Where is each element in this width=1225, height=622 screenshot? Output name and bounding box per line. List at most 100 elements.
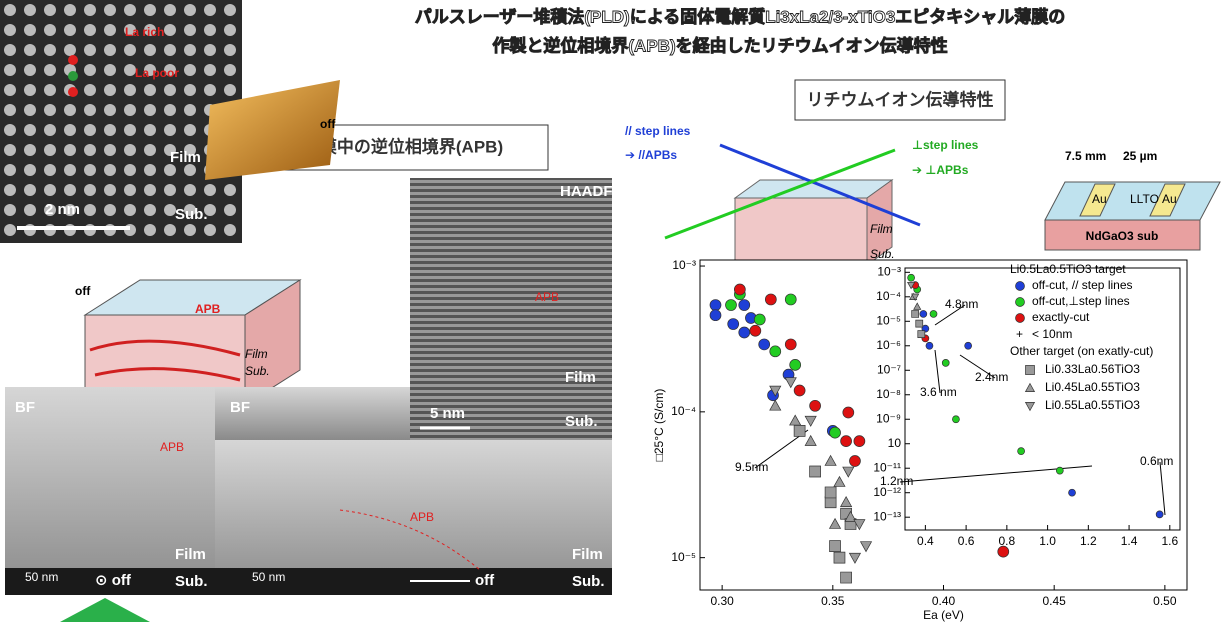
point	[830, 427, 841, 438]
arrow	[60, 598, 150, 622]
legend-label: Li0.55La0.55TiO3	[1045, 398, 1140, 412]
label: Au	[1092, 192, 1107, 206]
label: Sub.	[245, 364, 270, 378]
point	[1069, 489, 1076, 496]
legend-symbol: +	[1016, 327, 1023, 341]
label: NdGaO3 sub	[1086, 229, 1159, 243]
legend-title: Li0.5La0.5TiO3 target	[1010, 262, 1126, 276]
label: // step lines	[625, 124, 691, 138]
x-tick-label: 0.30	[710, 594, 734, 608]
label: Film	[565, 369, 596, 386]
label: Film	[175, 546, 206, 563]
figure: パルスレーザー堆積法(PLD)による固体電解質Li3xLa2/3-xTiO3エピ…	[0, 0, 1225, 622]
point	[952, 416, 959, 423]
point	[942, 359, 949, 366]
label: リチウムイオン伝導特性	[807, 89, 994, 109]
point	[926, 342, 933, 349]
y-tick-label: 10⁻⁷	[877, 362, 901, 376]
point	[785, 339, 796, 350]
y-tick-label: 10⁻⁴	[876, 289, 901, 303]
point	[908, 274, 915, 281]
label: ⊥step lines	[912, 138, 979, 152]
label: Sub.	[175, 206, 208, 223]
y-tick-label: 10⁻⁵	[876, 313, 901, 327]
label: BF	[15, 399, 35, 416]
annotation: 0.6nm	[1140, 454, 1173, 468]
point	[765, 294, 776, 305]
label: 50 nm	[252, 570, 285, 584]
point	[734, 284, 745, 295]
x-tick-label: 1.0	[1039, 534, 1056, 548]
y-tick-label: 10⁻¹³	[873, 509, 901, 523]
label: Sub.	[565, 413, 598, 430]
x-tick-label: 1.4	[1121, 534, 1138, 548]
point	[785, 294, 796, 305]
point	[754, 314, 765, 325]
point	[1156, 511, 1163, 518]
x-tick-label: 1.2	[1080, 534, 1097, 548]
legend-marker	[1016, 298, 1025, 307]
label: APB	[410, 510, 434, 524]
legend-label: exactly-cut	[1032, 310, 1090, 324]
point	[854, 436, 865, 447]
label: ➔ //APBs	[625, 148, 677, 162]
annotation: 2.4nm	[975, 370, 1008, 384]
point	[912, 310, 919, 317]
title-line1: パルスレーザー堆積法(PLD)による固体電解質Li3xLa2/3-xTiO3エピ…	[415, 6, 1066, 26]
legend-label: Li0.45La0.55TiO3	[1045, 380, 1140, 394]
legend-label: Li0.33La0.56TiO3	[1045, 362, 1140, 376]
legend-label: < 10nm	[1032, 327, 1072, 341]
label: ⊙ off	[95, 572, 132, 589]
label: ➔ ⊥APBs	[912, 163, 969, 177]
atom	[68, 71, 78, 81]
point	[794, 425, 805, 436]
x-tick-label: 0.45	[1043, 594, 1067, 608]
x-axis-label: Ea (eV)	[923, 608, 964, 622]
label: 5 nm	[430, 405, 465, 422]
label: La rich	[125, 25, 164, 39]
point	[1018, 448, 1025, 455]
label: BF	[230, 399, 250, 416]
point	[830, 541, 841, 552]
y-tick-label: 10⁻⁵	[671, 550, 696, 564]
point	[916, 320, 923, 327]
label: Sub.	[870, 247, 895, 261]
label: 7.5 mm	[1065, 149, 1106, 163]
bf-image	[5, 387, 215, 595]
point	[841, 572, 852, 583]
point	[739, 327, 750, 338]
label: off	[475, 572, 495, 589]
x-tick-label: 0.50	[1153, 594, 1177, 608]
label: 50 nm	[25, 570, 58, 584]
annotation: 4.8nm	[945, 297, 978, 311]
y-tick-label: 10⁻⁴	[671, 404, 696, 418]
point	[710, 310, 721, 321]
point	[790, 359, 801, 370]
label: Film	[870, 222, 893, 236]
label: La poor	[135, 66, 179, 80]
x-tick-label: 0.35	[821, 594, 845, 608]
point	[841, 436, 852, 447]
label: 25 µm	[1123, 149, 1157, 163]
point	[1056, 467, 1063, 474]
point	[710, 300, 721, 311]
legend-label: off-cut, // step lines	[1032, 278, 1133, 292]
y-tick-label: 10⁻³	[877, 264, 901, 278]
point	[725, 300, 736, 311]
haadf-image	[410, 178, 612, 440]
point	[834, 552, 845, 563]
title-line2: 作製と逆位相境界(APB)を経由したリチウムイオン伝導特性	[492, 35, 947, 55]
y-tick-label: 10⁻¹¹	[873, 460, 901, 474]
point	[849, 456, 860, 467]
label: APB	[160, 440, 184, 454]
point	[759, 339, 770, 350]
legend-marker	[1026, 366, 1035, 375]
label: Au	[1162, 192, 1177, 206]
label: off	[75, 284, 91, 298]
point	[825, 487, 836, 498]
point	[728, 319, 739, 330]
page: パルスレーザー堆積法(PLD)による固体電解質Li3xLa2/3-xTiO3エピ…	[0, 0, 1225, 622]
legend-title: Other target (on exatly-cut)	[1010, 344, 1153, 358]
y-tick-label: 10	[888, 436, 902, 450]
point	[810, 466, 821, 477]
